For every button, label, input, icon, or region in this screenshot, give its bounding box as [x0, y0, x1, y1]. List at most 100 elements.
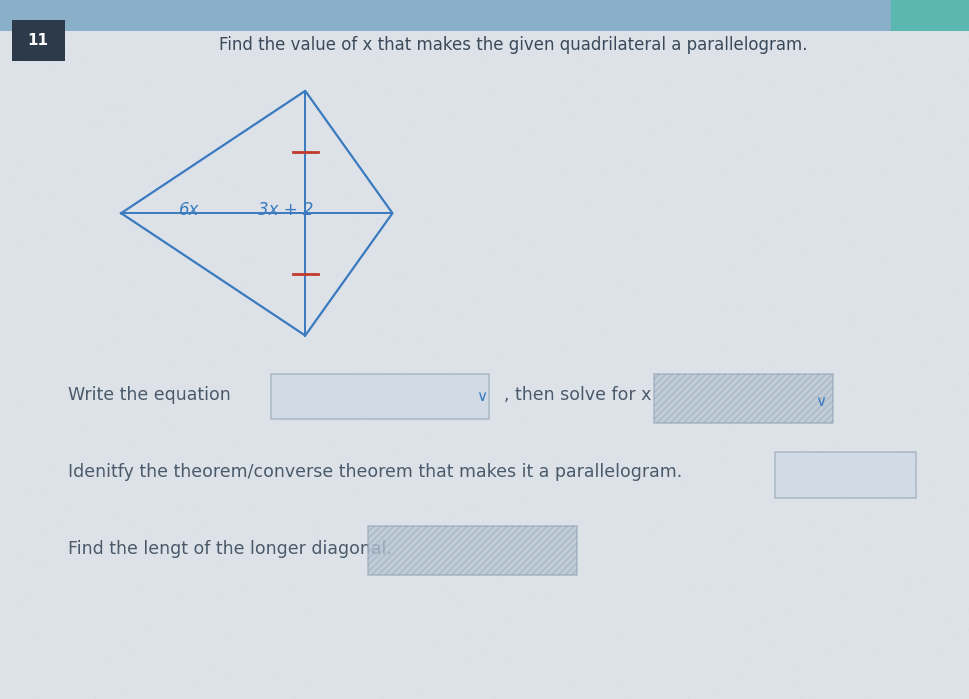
Point [97, 7, 112, 18]
Point [858, 542, 873, 553]
Point [72, 399, 87, 410]
Point [321, 355, 336, 366]
Point [303, 518, 319, 529]
Point [383, 456, 398, 467]
Point [231, 17, 246, 29]
Point [661, 354, 676, 365]
Point [236, 311, 252, 322]
Point [188, 414, 203, 425]
Point [255, 79, 270, 90]
Point [455, 493, 471, 504]
Point [484, 39, 499, 50]
Point [560, 258, 576, 269]
Point [0, 642, 9, 653]
Point [383, 552, 398, 563]
Point [37, 555, 52, 566]
Point [272, 652, 288, 663]
Point [635, 162, 650, 173]
Point [351, 80, 366, 92]
Point [944, 29, 959, 40]
Point [246, 461, 262, 472]
Point [148, 311, 164, 322]
Point [727, 214, 742, 225]
Point [16, 511, 31, 522]
Point [359, 513, 375, 524]
Point [124, 565, 140, 576]
Point [42, 82, 57, 93]
Point [891, 194, 907, 205]
Point [867, 648, 883, 659]
Point [387, 404, 402, 415]
Point [478, 402, 493, 413]
Point [122, 407, 138, 418]
Point [579, 224, 595, 235]
Point [836, 557, 852, 568]
Point [375, 692, 391, 699]
Point [272, 571, 288, 582]
Point [851, 217, 866, 228]
Point [730, 281, 745, 292]
Point [285, 586, 300, 597]
Point [226, 76, 241, 87]
Point [302, 153, 318, 164]
Point [744, 481, 760, 492]
Point [558, 580, 574, 591]
Point [506, 417, 521, 428]
Point [452, 381, 467, 392]
Point [890, 168, 905, 179]
Point [767, 81, 783, 92]
Point [30, 691, 46, 699]
Point [844, 308, 860, 319]
Point [771, 281, 787, 292]
Point [0, 120, 13, 131]
Point [496, 548, 512, 559]
Point [31, 632, 47, 643]
Point [194, 593, 209, 605]
Point [860, 345, 876, 356]
Point [3, 369, 18, 380]
Point [771, 409, 787, 420]
Point [819, 163, 834, 174]
Point [587, 194, 603, 205]
Point [408, 226, 423, 237]
Point [517, 417, 533, 428]
Point [769, 561, 785, 572]
Point [139, 146, 154, 157]
Point [52, 193, 68, 204]
Point [947, 424, 962, 435]
Point [399, 318, 415, 329]
Point [258, 258, 273, 269]
Point [530, 273, 546, 284]
Point [817, 509, 832, 520]
Point [839, 39, 855, 50]
Point [368, 621, 384, 633]
Point [571, 306, 586, 317]
Point [468, 619, 484, 630]
Point [309, 649, 325, 660]
Point [210, 668, 226, 679]
Point [445, 507, 460, 518]
Point [391, 394, 407, 405]
Point [232, 309, 247, 320]
Point [853, 556, 868, 568]
Point [818, 476, 833, 487]
Point [861, 274, 877, 285]
Point [796, 619, 811, 630]
Point [455, 15, 471, 27]
Point [262, 307, 277, 318]
Point [595, 657, 610, 668]
Point [26, 584, 42, 596]
Point [808, 199, 824, 210]
Point [934, 48, 950, 59]
Point [0, 497, 9, 508]
Point [204, 280, 220, 291]
Point [468, 572, 484, 584]
Point [174, 482, 190, 493]
Point [820, 673, 835, 684]
Point [127, 380, 142, 391]
Point [849, 303, 864, 314]
Point [802, 120, 818, 131]
Point [566, 301, 581, 312]
Point [209, 370, 225, 381]
Point [202, 538, 217, 549]
